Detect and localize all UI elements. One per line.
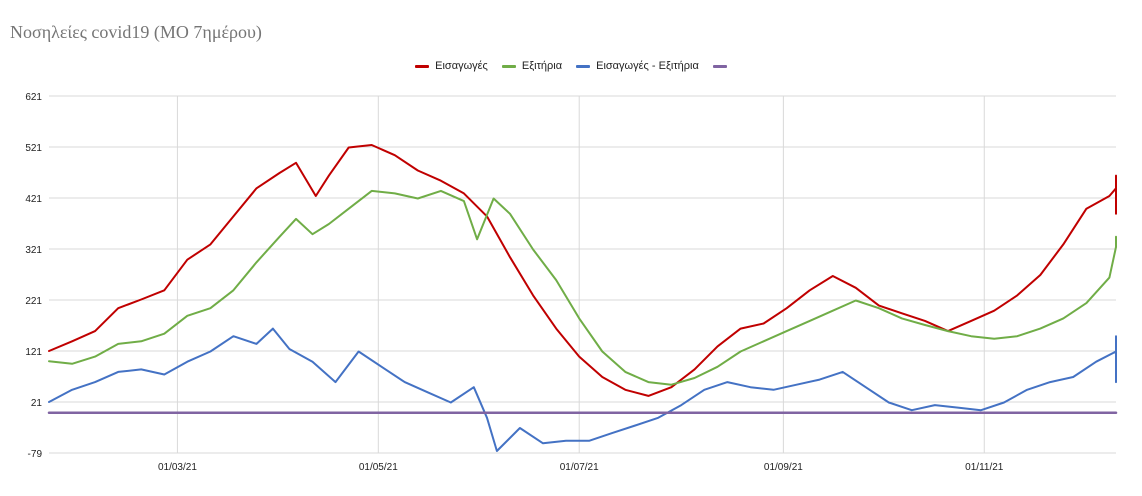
series-line-0 bbox=[48, 144, 1117, 397]
x-tick-label: 01/03/21 bbox=[158, 462, 197, 473]
y-tick-label: 421 bbox=[25, 194, 42, 205]
legend-item bbox=[712, 60, 727, 72]
y-tick-label: 221 bbox=[25, 296, 42, 307]
series-line-1 bbox=[48, 189, 1117, 386]
x-tick-label: 01/09/21 bbox=[764, 462, 803, 473]
legend-label: Εξιτήρια bbox=[521, 60, 563, 72]
y-tick-label: -79 bbox=[28, 449, 43, 460]
x-tick-label: 01/05/21 bbox=[359, 462, 398, 473]
y-tick-label: 521 bbox=[25, 143, 42, 154]
series-line-2 bbox=[48, 327, 1117, 452]
x-tick-label: 01/11/21 bbox=[965, 462, 1004, 473]
legend-item: Εξιτήρια bbox=[501, 60, 563, 72]
legend-label: Εισαγωγές - Εξιτήρια bbox=[596, 60, 699, 72]
legend-label: Εισαγωγές bbox=[435, 60, 488, 72]
y-tick-label: 21 bbox=[31, 398, 43, 409]
legend-item: Εισαγωγές - Εξιτήρια bbox=[576, 60, 699, 72]
chart-legend: Εισαγωγές Εξιτήρια Εισαγωγές - Εξιτήρια bbox=[0, 60, 1142, 72]
legend-swatch bbox=[576, 64, 591, 68]
legend-item: Εισαγωγές bbox=[415, 60, 488, 72]
legend-swatch bbox=[415, 64, 430, 68]
chart-title: Νοσηλείες covid19 (ΜΟ 7ημέρου) bbox=[10, 22, 262, 42]
legend-swatch bbox=[501, 64, 516, 68]
x-tick-label: 01/07/21 bbox=[560, 462, 599, 473]
y-tick-label: 321 bbox=[25, 245, 42, 256]
y-tick-label: 121 bbox=[25, 347, 42, 358]
y-tick-label: 621 bbox=[25, 92, 42, 103]
legend-swatch bbox=[712, 64, 727, 68]
